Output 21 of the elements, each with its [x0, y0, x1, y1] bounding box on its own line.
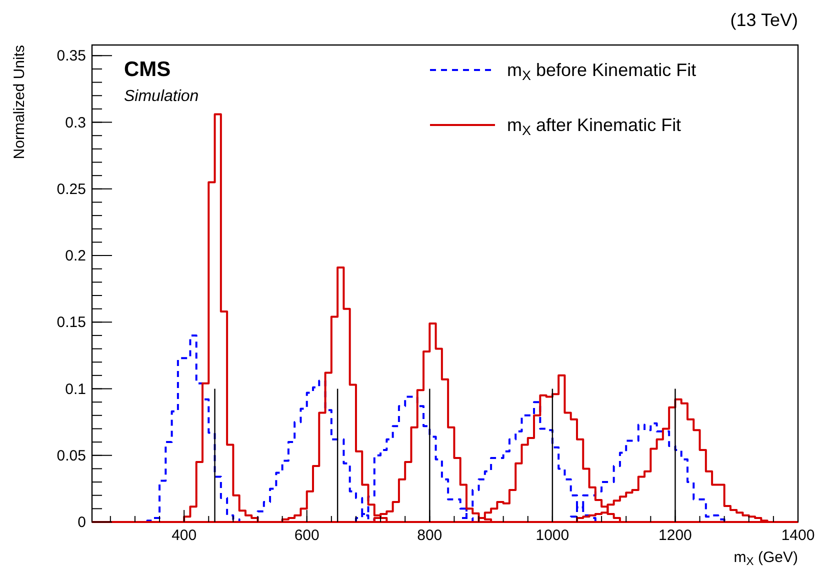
x-tick-label: 400 — [172, 527, 197, 544]
legend-label: m$_{X}$ before Kinematic Fit — [507, 60, 696, 84]
y-tick-label: 0.05 — [56, 447, 86, 464]
x-tick-label: 600 — [294, 527, 320, 544]
x-tick-label: 800 — [417, 527, 442, 544]
x-tick-label: 1000 — [536, 527, 570, 544]
y-tick-label: 0.2 — [65, 248, 86, 265]
x-tick-label: 1200 — [658, 527, 692, 544]
legend-label: m$_{X}$ after Kinematic Fit — [507, 115, 682, 138]
text: CMS — [124, 58, 171, 81]
x-tick-label: 1400 — [781, 527, 815, 544]
y-axis-title: Normalized Units — [11, 45, 28, 160]
text: (13 TeV) — [730, 10, 798, 30]
y-tick-label: 0.25 — [56, 180, 86, 198]
x-axis-title: m$_{X}$ (GeV) — [734, 549, 798, 568]
y-tick-label: 0.1 — [65, 380, 86, 398]
y-tick-label: 0.3 — [65, 114, 86, 132]
text: Simulation — [124, 88, 199, 105]
y-tick-label: 0.15 — [56, 314, 86, 332]
y-tick-label: 0 — [78, 514, 86, 531]
y-tick-label: 0.35 — [56, 48, 86, 65]
